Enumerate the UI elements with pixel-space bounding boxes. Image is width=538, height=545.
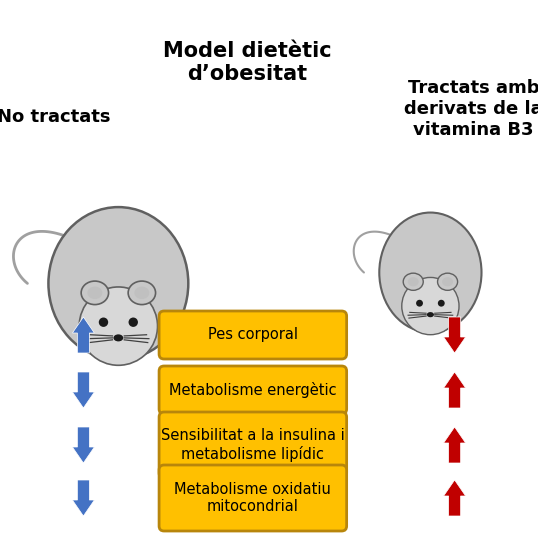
- Polygon shape: [444, 480, 465, 516]
- FancyBboxPatch shape: [159, 412, 346, 478]
- Ellipse shape: [128, 281, 155, 305]
- Circle shape: [438, 300, 445, 307]
- Circle shape: [402, 277, 459, 335]
- Polygon shape: [444, 427, 465, 463]
- Ellipse shape: [427, 312, 434, 317]
- Circle shape: [79, 287, 158, 365]
- Polygon shape: [73, 317, 94, 353]
- Ellipse shape: [134, 287, 150, 299]
- Ellipse shape: [87, 287, 102, 299]
- Text: Model dietètic
d’obesitat: Model dietètic d’obesitat: [163, 41, 332, 84]
- Ellipse shape: [81, 281, 109, 305]
- Text: Sensibilitat a la insulina i
metabolisme lipídic: Sensibilitat a la insulina i metabolisme…: [161, 428, 345, 462]
- Polygon shape: [73, 372, 94, 408]
- Polygon shape: [73, 480, 94, 516]
- Ellipse shape: [114, 334, 123, 341]
- Polygon shape: [444, 317, 465, 353]
- Circle shape: [416, 300, 423, 307]
- Text: No tractats: No tractats: [0, 108, 110, 126]
- Ellipse shape: [437, 273, 458, 290]
- Text: Metabolisme oxidatiu
mitocondrial: Metabolisme oxidatiu mitocondrial: [174, 482, 331, 514]
- Circle shape: [99, 318, 108, 327]
- Ellipse shape: [403, 273, 423, 290]
- FancyBboxPatch shape: [159, 465, 346, 531]
- Text: Metabolisme energètic: Metabolisme energètic: [169, 382, 337, 398]
- Ellipse shape: [379, 213, 482, 332]
- Ellipse shape: [408, 277, 419, 286]
- Text: Pes corporal: Pes corporal: [208, 328, 298, 342]
- Ellipse shape: [48, 207, 188, 360]
- FancyBboxPatch shape: [159, 311, 346, 359]
- FancyBboxPatch shape: [159, 366, 346, 414]
- Circle shape: [129, 318, 138, 327]
- Polygon shape: [73, 427, 94, 463]
- Polygon shape: [444, 372, 465, 408]
- Ellipse shape: [442, 277, 453, 286]
- Text: Tractats amb
derivats de la
vitamina B3: Tractats amb derivats de la vitamina B3: [404, 79, 538, 139]
